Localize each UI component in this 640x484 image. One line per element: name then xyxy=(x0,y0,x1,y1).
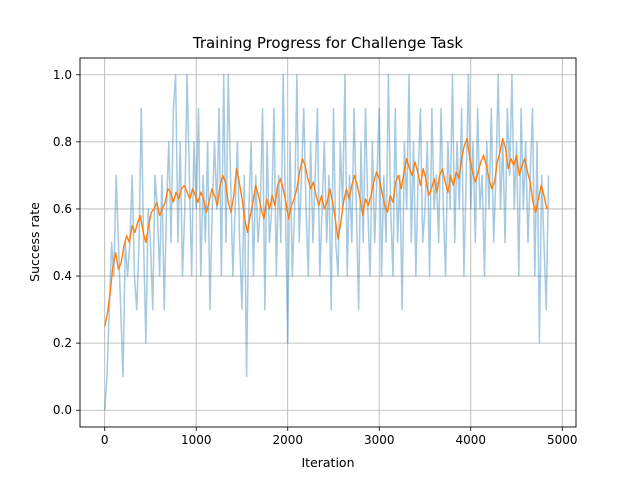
chart-title: Training Progress for Challenge Task xyxy=(192,34,464,52)
y-tick-label: 0.2 xyxy=(53,336,72,350)
x-tick-label: 2000 xyxy=(272,433,303,447)
x-tick-label: 5000 xyxy=(547,433,578,447)
x-tick-label: 0 xyxy=(101,433,109,447)
y-tick-label: 0.6 xyxy=(53,202,72,216)
y-axis-label: Success rate xyxy=(27,202,42,282)
y-tick-label: 0.4 xyxy=(53,269,72,283)
y-tick-label: 0.8 xyxy=(53,135,72,149)
x-tick-label: 4000 xyxy=(455,433,486,447)
x-tick-label: 1000 xyxy=(181,433,212,447)
y-tick-label: 0.0 xyxy=(53,403,72,417)
x-tick-label: 3000 xyxy=(364,433,395,447)
y-tick-label: 1.0 xyxy=(53,68,72,82)
x-axis-label: Iteration xyxy=(301,455,354,470)
